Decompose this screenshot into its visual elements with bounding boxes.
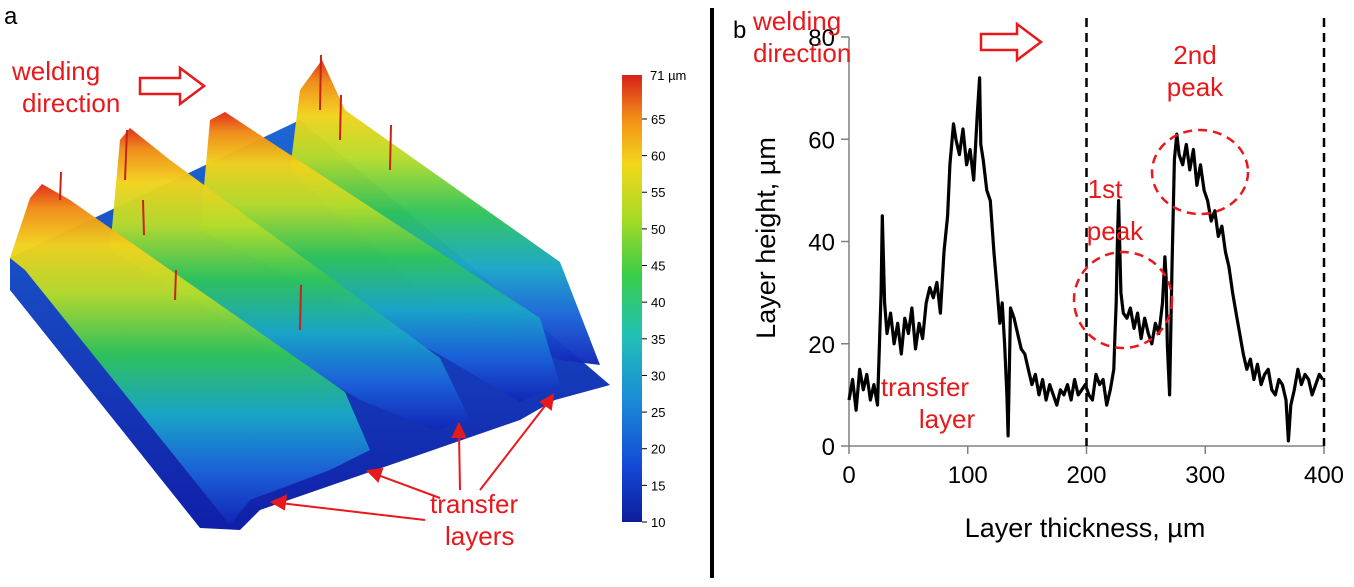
transfer-layer-arrows: [269, 393, 555, 521]
tick-labels: 0 20 40 60 80 0 100 200 300 400: [808, 25, 1344, 489]
colorbar-ticks: 65 60 55 50 45 40 35 30 25 20 15 10: [642, 112, 665, 530]
annotation-2nd-peak-1: 2nd: [1173, 40, 1216, 70]
annotation-2nd-peak-2: peak: [1167, 72, 1224, 102]
spike: [142, 199, 145, 236]
ridge-spikes: [59, 54, 392, 331]
panel-b-label: b: [733, 17, 746, 44]
colorbar-tick-label: 10: [651, 515, 665, 530]
y-tick-label: 40: [808, 230, 835, 257]
transfer-layers-text-1: transfer: [430, 489, 518, 519]
reference-lines: [1085, 18, 1326, 446]
colorbar-tick-label: 60: [651, 149, 665, 164]
x-tick-label: 0: [842, 462, 855, 489]
spike: [174, 269, 177, 301]
x-tick-label: 200: [1066, 462, 1106, 489]
colorbar-tick-label: 45: [651, 259, 665, 274]
colorbar-max-label: 71 µm: [650, 68, 686, 83]
panel-a-label: a: [4, 3, 18, 30]
colorbar-tick-label: 50: [651, 222, 665, 237]
colorbar-tick-label: 55: [651, 185, 665, 200]
annotation-1st-peak-1: 1st: [1088, 174, 1123, 204]
transfer-layers-text-2: layers: [445, 521, 514, 551]
colorbar: [622, 75, 642, 522]
ridge-4: [290, 60, 600, 365]
annotation-welding-2: direction: [753, 38, 851, 68]
panel-b-line-chart: b 0 20 40 60 80 0 100 200 300 400 Layer thickness…: [715, 0, 1354, 582]
colorbar-tick-label: 30: [651, 368, 665, 383]
welding-direction-text-2: direction: [22, 88, 120, 118]
arrowhead-icon: [539, 393, 555, 411]
first-peak-circle: [1072, 250, 1174, 350]
x-tick-label: 400: [1304, 462, 1344, 489]
arrowhead-icon: [365, 467, 384, 483]
y-tick-label: 20: [808, 332, 835, 359]
spike: [59, 171, 62, 201]
colorbar-tick-label: 35: [651, 332, 665, 347]
ridge-2: [110, 128, 470, 430]
annotation-transfer-1: transfer: [881, 372, 969, 402]
ridges: [10, 60, 600, 525]
arrowhead-icon: [451, 421, 467, 438]
welding-direction-arrow-icon: [138, 65, 207, 107]
arrowhead-icon: [269, 494, 288, 511]
line-chart-svg: b 0 20 40 60 80 0 100 200 300 400 Layer thickness…: [733, 6, 1344, 543]
x-tick-label: 300: [1185, 462, 1225, 489]
annotation-transfer-2: layer: [919, 404, 976, 434]
welding-direction-arrow-icon: [979, 21, 1044, 63]
y-tick-label: 0: [822, 434, 835, 461]
colorbar-tick-label: 25: [651, 405, 665, 420]
x-axis-label: Layer thickness, µm: [965, 513, 1206, 543]
colorbar-tick-label: 65: [651, 112, 665, 127]
ridge-1: [10, 184, 370, 525]
y-axis-label: Layer height, µm: [751, 137, 781, 339]
series-line-profile: [847, 76, 1325, 443]
x-tick-label: 100: [948, 462, 988, 489]
spike: [124, 129, 128, 181]
panel-a-surface-plot: a welding direction transfer layers: [4, 3, 686, 551]
panel-divider: [710, 8, 714, 578]
colorbar-tick-label: 20: [651, 442, 665, 457]
annotation-welding-1: welding: [752, 6, 841, 36]
spike: [389, 124, 392, 171]
colorbar-tick-label: 40: [651, 295, 665, 310]
welding-direction-text-1: welding: [11, 56, 100, 86]
surface-plot-svg: a welding direction transfer layers: [4, 3, 686, 551]
spike: [299, 284, 302, 331]
y-tick-label: 80: [808, 25, 835, 52]
spike: [339, 94, 342, 141]
colorbar-tick-label: 15: [651, 478, 665, 493]
ridge-3: [200, 112, 560, 402]
y-tick-label: 60: [808, 127, 835, 154]
annotation-1st-peak-2: peak: [1087, 216, 1144, 246]
spike: [319, 54, 322, 111]
second-peak-circle: [1150, 128, 1250, 216]
